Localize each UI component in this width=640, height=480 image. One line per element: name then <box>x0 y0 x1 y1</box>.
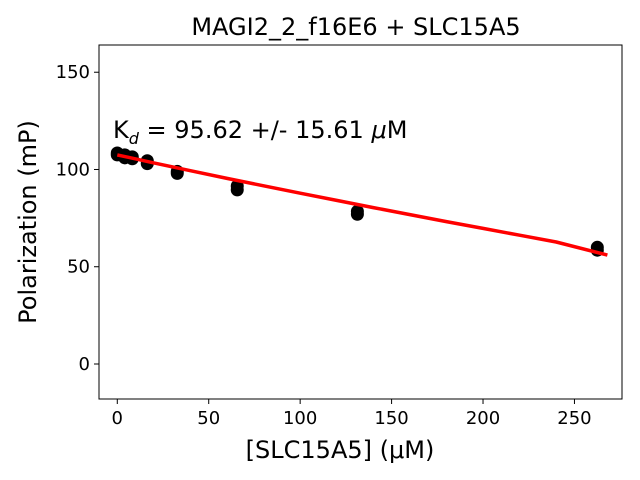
kd-annotation-value: = 95.62 +/- 15.61 <box>139 116 372 144</box>
kd-annotation-subscript: d <box>129 129 140 148</box>
fit-curve <box>116 153 608 257</box>
axes-frame <box>98 44 623 400</box>
data-point-11 <box>230 183 244 197</box>
data-point-13 <box>350 207 364 221</box>
x-axis-label: [SLC15A5] (μM) <box>246 436 435 464</box>
plot-area <box>110 146 608 257</box>
chart-title: MAGI2_2_f16E6 + SLC15A5 <box>191 13 520 41</box>
y-tick-label-0: 0 <box>79 354 90 375</box>
x-tick-label-100: 100 <box>283 408 317 429</box>
x-tick-label-150: 150 <box>374 408 408 429</box>
x-tick-label-0: 0 <box>112 408 123 429</box>
y-tick-label-150: 150 <box>56 62 90 83</box>
kd-annotation: Kd = 95.62 +/- 15.61 μM <box>113 116 407 148</box>
axis-ticks: 0 50 100 150 200 250 0 50 100 150 <box>56 44 623 429</box>
x-tick-label-200: 200 <box>466 408 500 429</box>
y-axis-label: Polarization (mP) <box>14 120 42 324</box>
x-tick-label-250: 250 <box>557 408 591 429</box>
kd-annotation-main: K <box>113 116 130 144</box>
x-tick-label-50: 50 <box>197 408 220 429</box>
kd-annotation-mu: μ <box>370 116 386 144</box>
kd-annotation-unit: M <box>387 116 408 144</box>
y-tick-label-50: 50 <box>67 257 90 278</box>
y-tick-label-100: 100 <box>56 159 90 180</box>
